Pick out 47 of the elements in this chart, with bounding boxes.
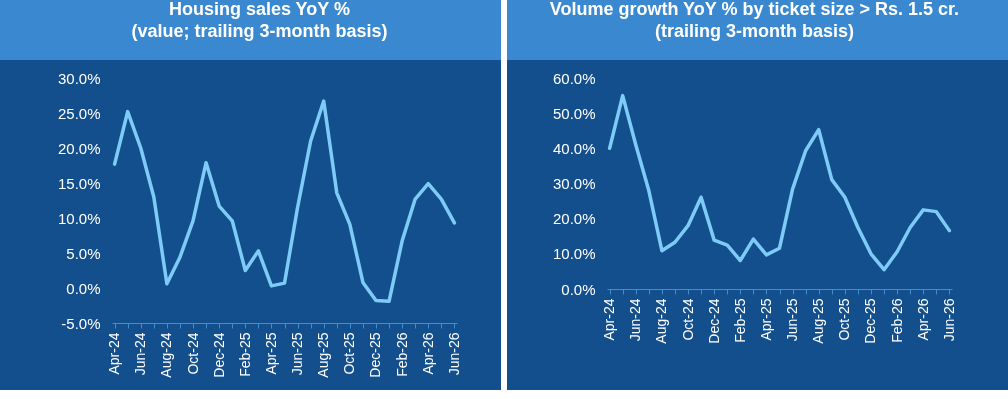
- x-tick-label: Aug-25: [315, 332, 332, 378]
- x-tick-label: Aug-24: [653, 298, 670, 344]
- y-tick-label: 60.0%: [552, 69, 596, 87]
- x-tick-label: Jun-25: [289, 332, 306, 376]
- x-tick-label: Dec-25: [367, 332, 384, 378]
- y-tick-label: 20.0%: [552, 210, 596, 228]
- y-tick-label: 40.0%: [552, 139, 596, 157]
- x-tick-label: Apr-26: [914, 298, 931, 341]
- y-tick-label: 0.0%: [561, 280, 596, 298]
- x-tick-label: Jun-26: [445, 332, 462, 376]
- line-series: [607, 93, 952, 272]
- x-tick-label: Jun-24: [627, 298, 644, 342]
- x-tick-label: Apr-24: [601, 298, 618, 341]
- x-tick-label: Oct-24: [184, 332, 201, 375]
- y-tick-label: 30.0%: [57, 69, 101, 87]
- chart-title: Volume growth YoY % by ticket size > Rs. 1.5 cr. (trailing 3-month basis): [549, 0, 960, 41]
- x-tick-label: Dec-25: [862, 298, 879, 344]
- x-tick-label: Aug-24: [158, 332, 175, 378]
- y-tick-label: 5.0%: [66, 244, 101, 262]
- x-tick-label: Dec-24: [705, 298, 722, 344]
- line-series: [112, 99, 457, 304]
- x-tick-label: Jun-26: [940, 298, 957, 342]
- y-tick-label: 20.0%: [57, 139, 101, 157]
- y-tick-label: 30.0%: [552, 175, 596, 192]
- x-tick-label: Oct-25: [341, 332, 358, 375]
- y-tick-label: 10.0%: [57, 209, 101, 227]
- y-tick-label: -5.0%: [61, 314, 101, 332]
- x-tick-label: Oct-25: [836, 298, 853, 341]
- x-tick-label: Oct-24: [679, 298, 696, 341]
- x-tick-label: Dec-24: [210, 332, 227, 378]
- y-tick-label: 10.0%: [552, 245, 596, 263]
- x-tick-label: Jun-24: [132, 332, 149, 376]
- y-tick-label: 25.0%: [57, 104, 101, 122]
- y-tick-label: 15.0%: [57, 174, 101, 192]
- y-tick-label: 0.0%: [66, 279, 101, 297]
- x-tick-label: Feb-26: [888, 298, 905, 343]
- x-tick-label: Jun-25: [784, 298, 801, 342]
- x-tick-label: Apr-26: [419, 332, 436, 375]
- x-tick-label: Apr-25: [757, 298, 774, 341]
- x-tick-label: Aug-25: [810, 298, 827, 344]
- x-tick-label: Apr-24: [106, 332, 123, 375]
- chart-title: Housing sales YoY % (value; trailing 3-month basis): [131, 0, 388, 41]
- x-tick-label: Feb-26: [393, 332, 410, 377]
- x-tick-label: Feb-25: [731, 298, 748, 343]
- x-tick-label: Apr-25: [262, 332, 279, 375]
- y-tick-label: 50.0%: [552, 104, 596, 122]
- x-tick-label: Feb-25: [236, 332, 253, 377]
